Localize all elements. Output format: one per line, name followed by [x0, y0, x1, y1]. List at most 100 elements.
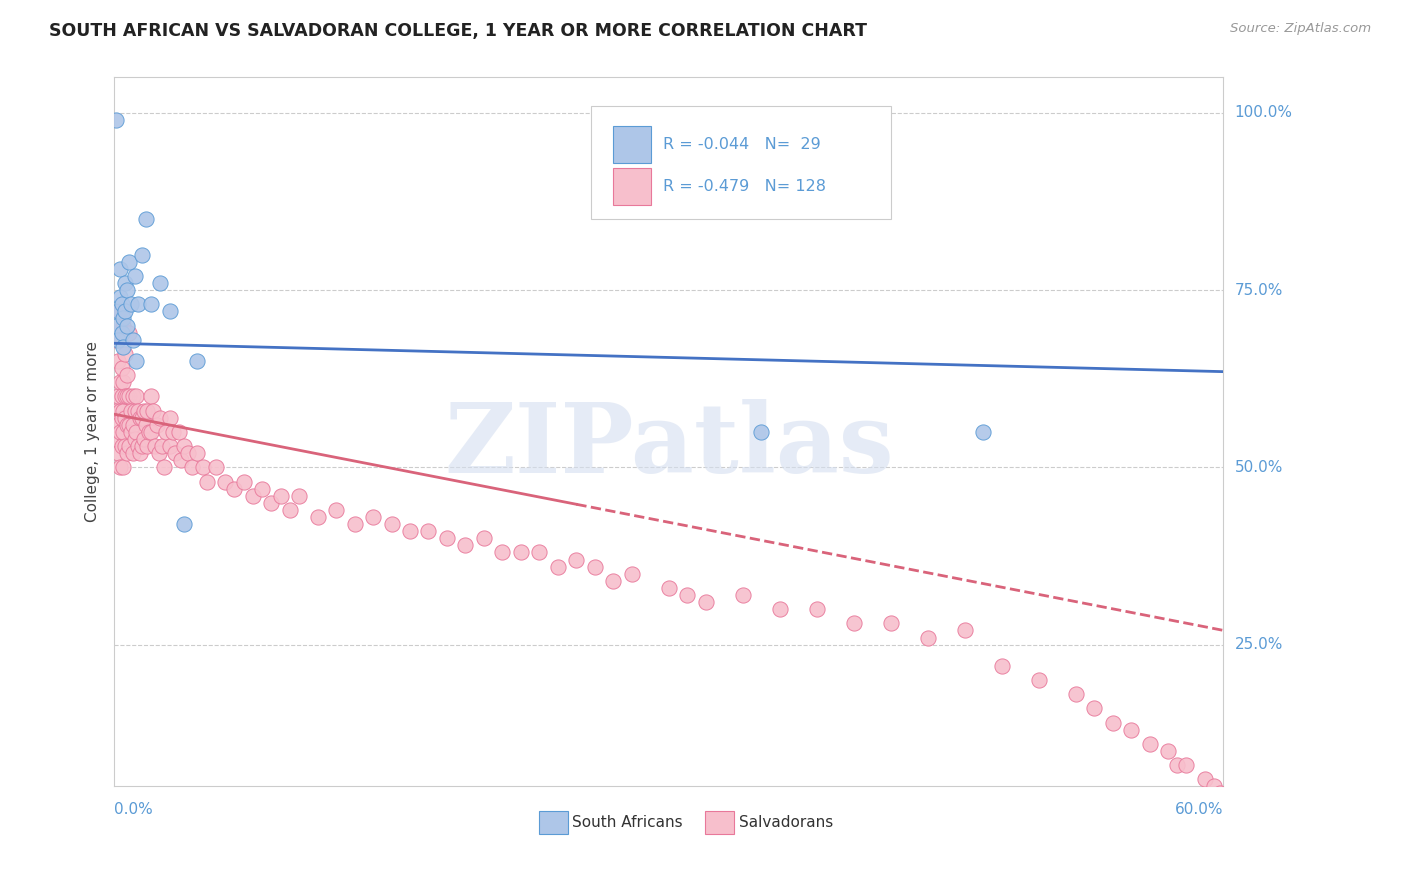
- Point: [115, 283, 138, 297]
- Point: [107, 446, 129, 460]
- Point: [917, 631, 939, 645]
- Text: SOUTH AFRICAN VS SALVADORAN COLLEGE, 1 YEAR OR MORE CORRELATION CHART: SOUTH AFRICAN VS SALVADORAN COLLEGE, 1 Y…: [49, 22, 868, 40]
- Point: [114, 276, 136, 290]
- Point: [232, 475, 254, 489]
- Point: [436, 531, 458, 545]
- FancyBboxPatch shape: [591, 106, 890, 219]
- Point: [148, 446, 170, 460]
- Point: [170, 453, 193, 467]
- Point: [288, 489, 311, 503]
- Point: [145, 417, 167, 432]
- Point: [114, 304, 136, 318]
- Point: [1204, 780, 1226, 794]
- Point: [129, 410, 152, 425]
- Point: [121, 333, 143, 347]
- Point: [120, 403, 142, 417]
- Point: [115, 417, 138, 432]
- Text: 50.0%: 50.0%: [1234, 460, 1282, 475]
- Point: [510, 545, 533, 559]
- Point: [112, 318, 135, 333]
- Point: [325, 503, 347, 517]
- Point: [131, 410, 153, 425]
- Point: [125, 389, 148, 403]
- Point: [105, 403, 128, 417]
- Point: [658, 581, 681, 595]
- Point: [112, 403, 135, 417]
- Y-axis label: College, 1 year or more: College, 1 year or more: [86, 342, 100, 523]
- Point: [120, 297, 142, 311]
- Point: [1083, 701, 1105, 715]
- Point: [806, 602, 828, 616]
- Point: [1166, 758, 1188, 772]
- Point: [112, 425, 135, 439]
- Text: 25.0%: 25.0%: [1234, 637, 1282, 652]
- Point: [214, 475, 236, 489]
- Point: [112, 460, 135, 475]
- Point: [1194, 772, 1216, 787]
- Point: [127, 439, 149, 453]
- Point: [107, 417, 129, 432]
- Point: [278, 503, 301, 517]
- Point: [110, 389, 132, 403]
- Point: [136, 439, 159, 453]
- Point: [131, 248, 153, 262]
- Point: [162, 425, 184, 439]
- Point: [1064, 687, 1087, 701]
- Point: [125, 354, 148, 368]
- Point: [118, 439, 141, 453]
- Point: [118, 389, 141, 403]
- Point: [159, 439, 181, 453]
- Text: Source: ZipAtlas.com: Source: ZipAtlas.com: [1230, 22, 1371, 36]
- Point: [165, 446, 187, 460]
- Point: [529, 545, 551, 559]
- FancyBboxPatch shape: [613, 169, 651, 205]
- Point: [972, 425, 994, 439]
- Point: [418, 524, 440, 538]
- Point: [1157, 744, 1180, 758]
- Point: [105, 113, 128, 128]
- Point: [149, 276, 172, 290]
- Point: [115, 318, 138, 333]
- FancyBboxPatch shape: [706, 811, 734, 834]
- Point: [990, 658, 1012, 673]
- Point: [173, 439, 195, 453]
- Point: [114, 389, 136, 403]
- Point: [114, 439, 136, 453]
- Point: [155, 425, 177, 439]
- Point: [115, 389, 138, 403]
- Point: [1212, 793, 1234, 807]
- Point: [1028, 673, 1050, 687]
- Point: [205, 460, 228, 475]
- Point: [143, 439, 166, 453]
- Point: [118, 326, 141, 340]
- Point: [1175, 758, 1198, 772]
- Text: South Africans: South Africans: [572, 815, 683, 830]
- Point: [879, 616, 901, 631]
- Point: [110, 326, 132, 340]
- Point: [491, 545, 513, 559]
- Text: Salvadorans: Salvadorans: [738, 815, 832, 830]
- Point: [343, 517, 366, 532]
- Text: R = -0.044   N=  29: R = -0.044 N= 29: [664, 136, 821, 152]
- Point: [110, 297, 132, 311]
- FancyBboxPatch shape: [538, 811, 568, 834]
- Point: [127, 403, 149, 417]
- Point: [114, 410, 136, 425]
- Point: [260, 496, 283, 510]
- Point: [142, 403, 165, 417]
- Point: [108, 460, 131, 475]
- Point: [118, 417, 141, 432]
- Text: 100.0%: 100.0%: [1234, 105, 1292, 120]
- Point: [138, 425, 160, 439]
- Point: [110, 361, 132, 376]
- Point: [105, 318, 128, 333]
- Point: [108, 261, 131, 276]
- Point: [107, 304, 129, 318]
- Text: ZIPatlas: ZIPatlas: [444, 399, 894, 493]
- Point: [224, 482, 246, 496]
- Point: [124, 432, 146, 446]
- Point: [380, 517, 402, 532]
- Point: [454, 538, 477, 552]
- Point: [842, 616, 865, 631]
- Point: [953, 624, 976, 638]
